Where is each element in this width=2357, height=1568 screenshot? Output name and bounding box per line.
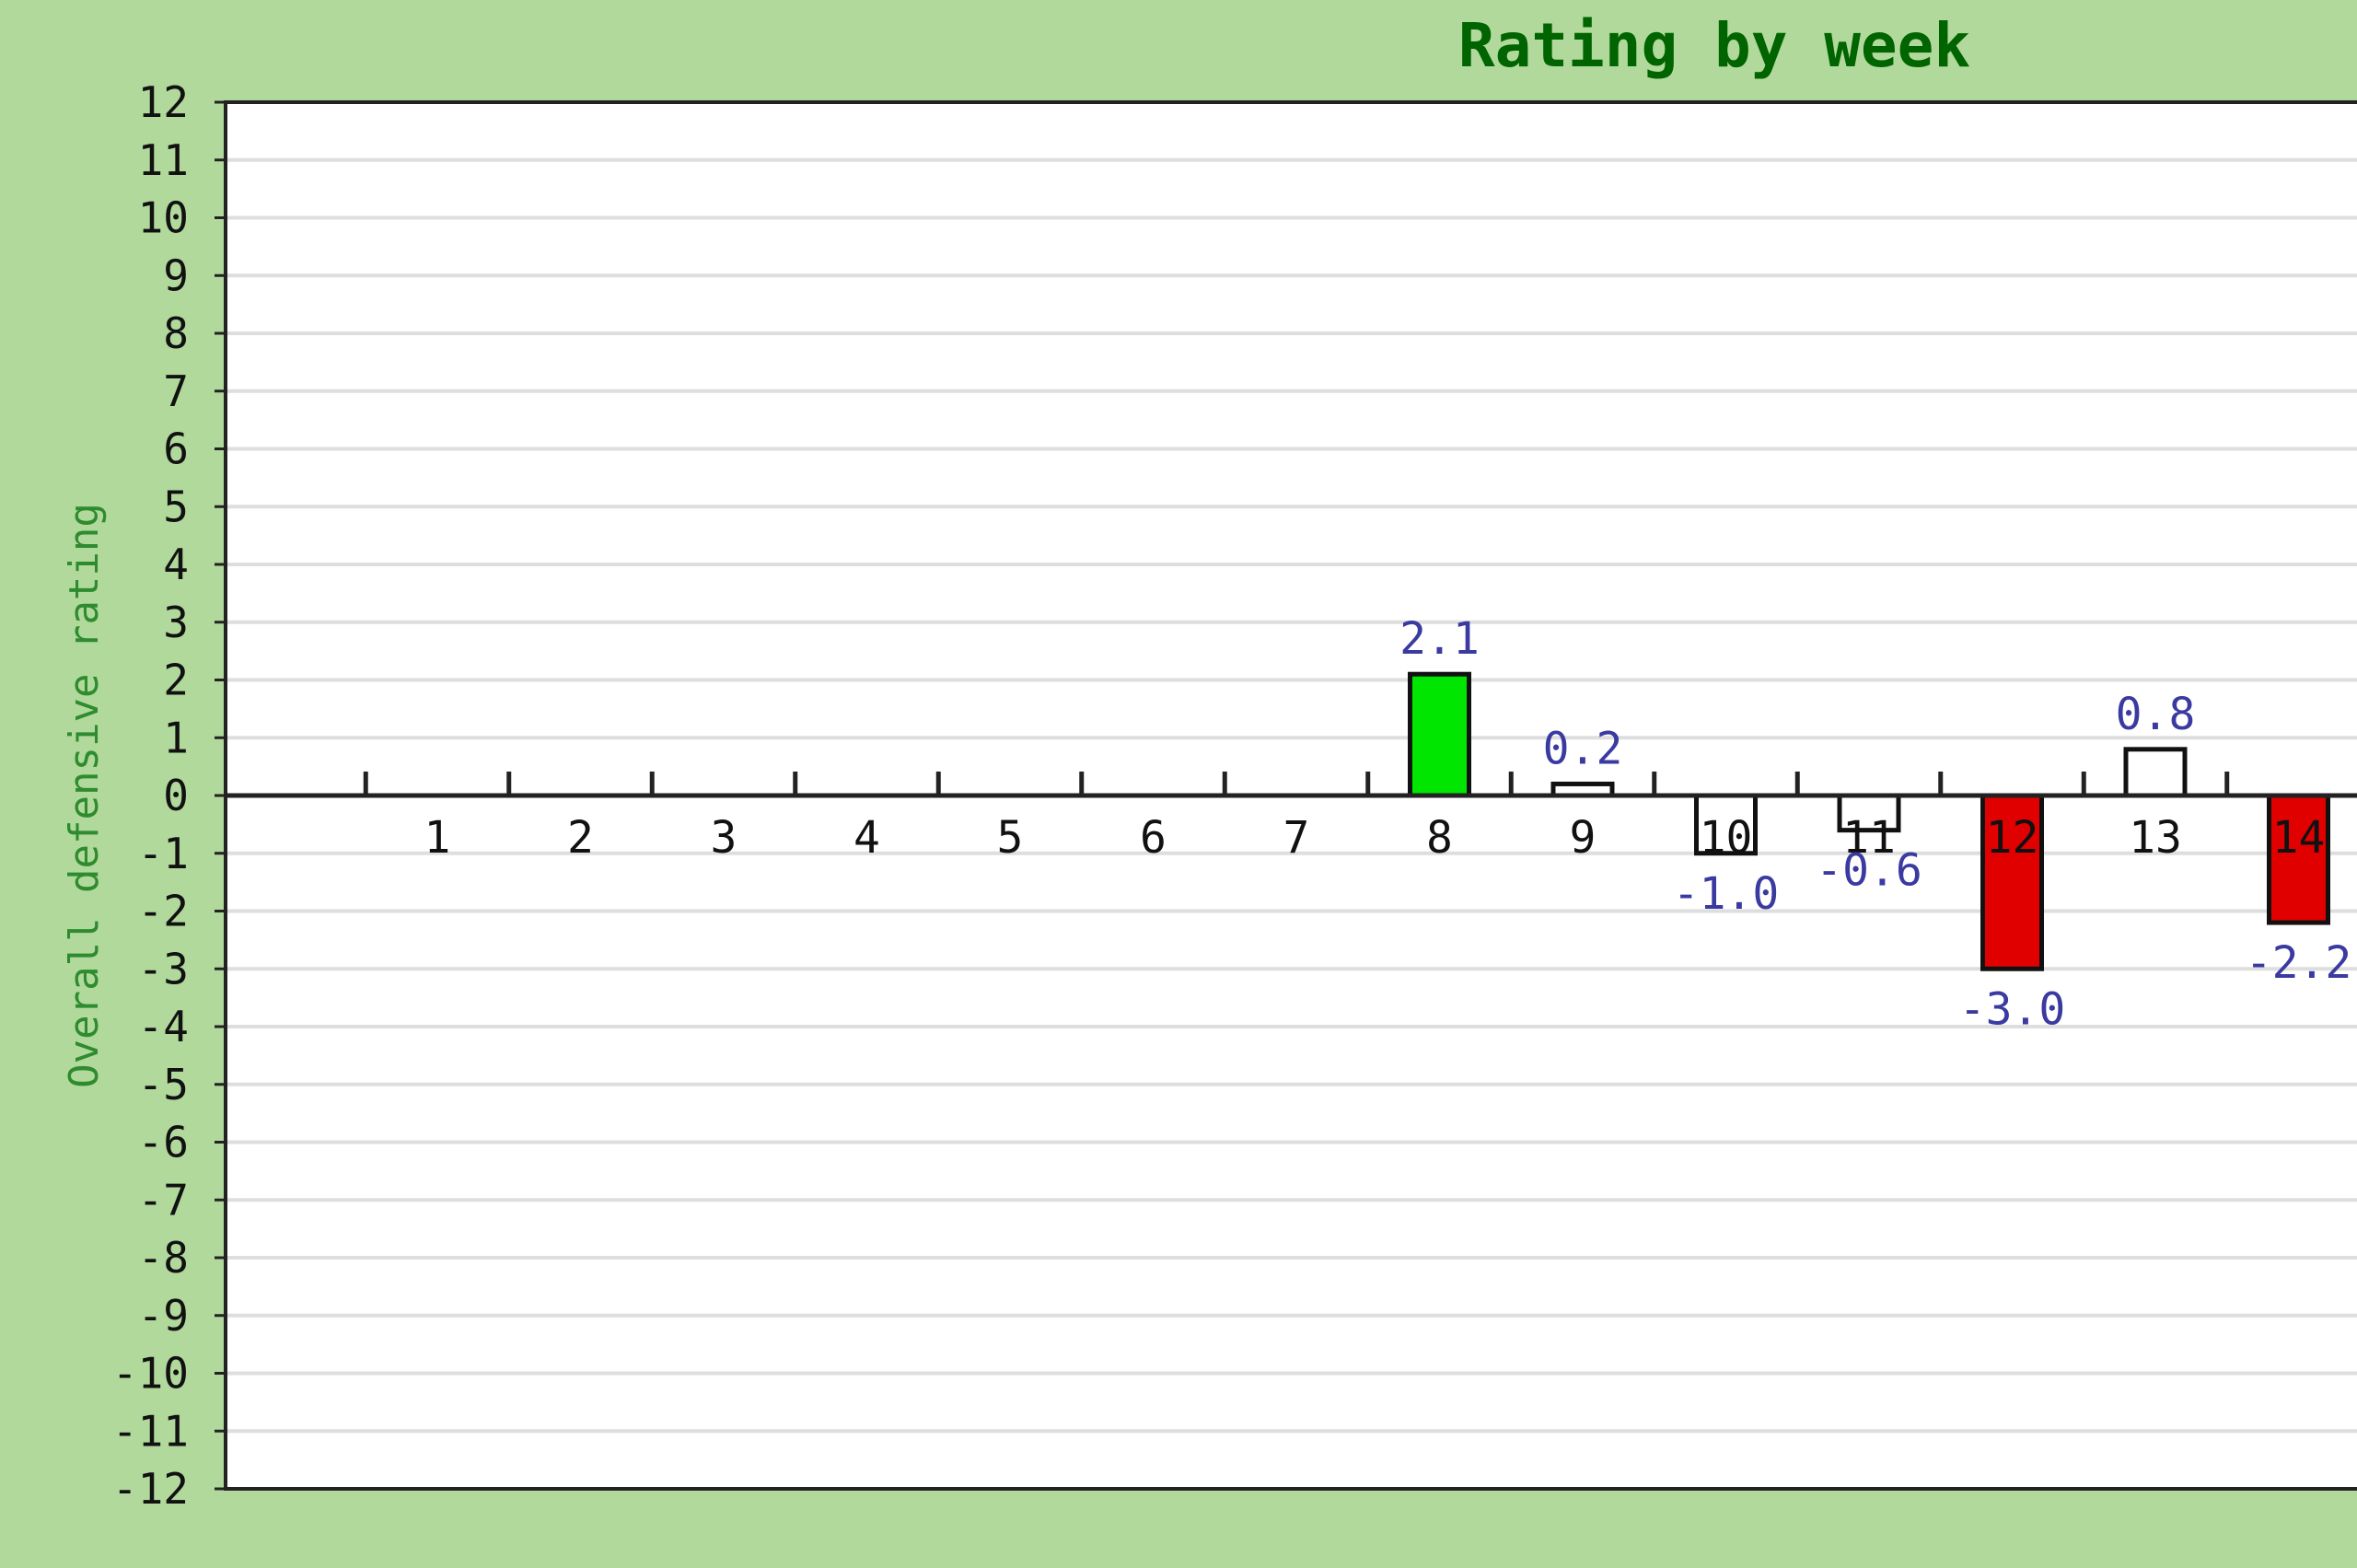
- value-label: -2.2: [2246, 937, 2352, 989]
- value-label: 0.8: [2116, 689, 2196, 740]
- x-tick-label: 5: [997, 812, 1024, 864]
- y-tick-label: 1: [163, 713, 189, 762]
- x-tick-label: 6: [1140, 812, 1167, 864]
- y-tick-label: 3: [163, 598, 189, 647]
- x-tick-label: 4: [853, 812, 880, 864]
- x-tick-label: 7: [1283, 812, 1310, 864]
- value-label: -3.0: [1959, 983, 2066, 1035]
- value-label: 0.2: [1543, 723, 1623, 774]
- y-tick-label: -10: [112, 1349, 189, 1399]
- y-tick-label: 10: [138, 193, 189, 243]
- x-tick-labels: 1 2 3 4 5 6 7 8 9 10 11 12 13 14: [424, 812, 2326, 864]
- y-tick-label: 8: [163, 308, 189, 358]
- y-tick-label: 7: [163, 366, 189, 416]
- y-tick-label: -8: [138, 1233, 189, 1283]
- y-tick-label: -3: [138, 944, 189, 993]
- plot-frame: [224, 100, 2357, 1491]
- value-label: -0.6: [1816, 845, 1922, 897]
- y-tick-label: -1: [138, 829, 189, 878]
- y-tick-label: -6: [138, 1118, 189, 1167]
- y-tick-label: 5: [163, 482, 189, 531]
- y-tick-label: 11: [138, 135, 189, 185]
- grid-lines: [226, 157, 2357, 1434]
- value-labels: 2.1 0.2 -1.0 -0.6 -3.0 0.8 -2.2: [1399, 613, 2351, 1035]
- x-tick-label: 9: [1570, 812, 1596, 864]
- x-tick-label: 13: [2129, 812, 2182, 864]
- value-label: 2.1: [1399, 613, 1480, 665]
- y-tick-label: -11: [112, 1406, 189, 1456]
- y-tick-label: 0: [163, 771, 189, 820]
- y-tick-label: 6: [163, 424, 189, 474]
- bar-week-12: [1980, 793, 2044, 971]
- bar-week-13: [2123, 747, 2188, 798]
- y-tick-label: -2: [138, 887, 189, 936]
- bar-week-14: [2267, 793, 2330, 925]
- x-tick-label: 8: [1426, 812, 1453, 864]
- y-tick-label: 12: [138, 77, 189, 127]
- x-tick-label: 12: [1986, 812, 2039, 864]
- y-tick-label: -12: [112, 1464, 189, 1514]
- x-tick-label: 2: [567, 812, 594, 864]
- y-tick-label: -9: [138, 1291, 189, 1341]
- y-tick-label: -7: [138, 1175, 189, 1225]
- y-tick-label: -4: [138, 1002, 189, 1051]
- y-tick-labels: 1211109876543210-1-2-3-4-5-6-7-8-9-10-11…: [112, 77, 226, 1514]
- y-tick-label: 4: [163, 540, 189, 589]
- x-tick-label: 14: [2272, 812, 2326, 864]
- x-tick-label: 11: [1842, 812, 1896, 864]
- x-tick-label: 3: [711, 812, 737, 864]
- chart-title: Rating by week: [1458, 10, 1970, 81]
- y-tick-label: -5: [138, 1060, 189, 1109]
- y-axis-label: Overall defensive rating: [61, 503, 108, 1088]
- value-label: -1.0: [1673, 868, 1780, 920]
- y-tick-label: 2: [163, 656, 189, 705]
- x-tick-label: 10: [1700, 812, 1753, 864]
- bar-week-8: [1408, 671, 1471, 798]
- x-tick-label: 1: [424, 812, 451, 864]
- y-tick-label: 9: [163, 250, 189, 300]
- zero-axis: [226, 772, 2357, 798]
